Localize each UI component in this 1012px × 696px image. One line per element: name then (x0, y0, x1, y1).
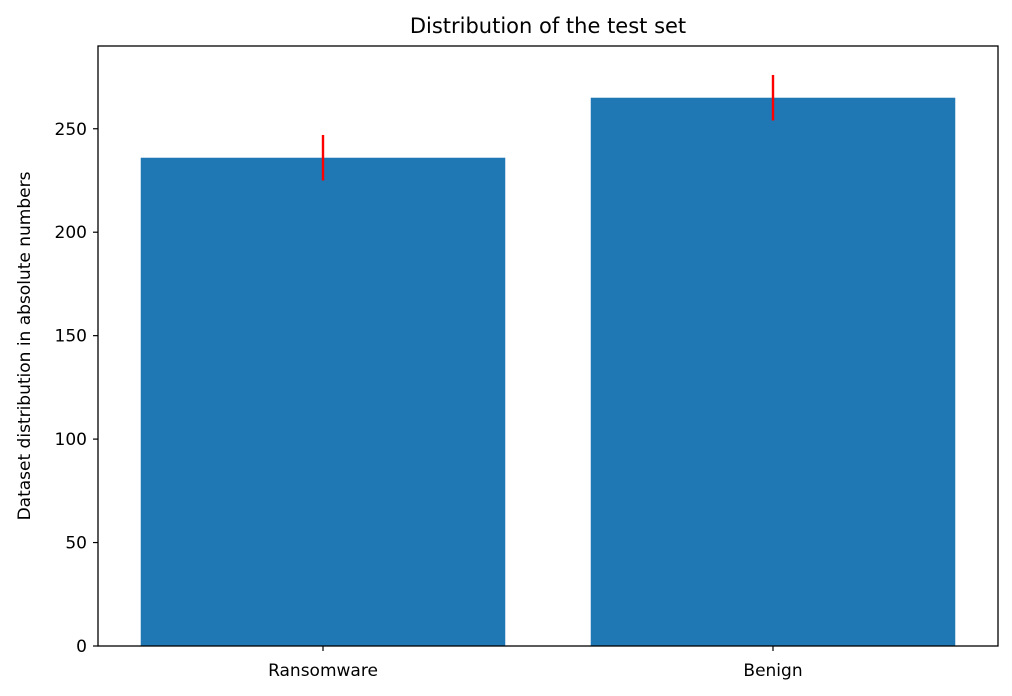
chart-title: Distribution of the test set (410, 14, 686, 38)
y-tick-label: 50 (65, 534, 87, 554)
plot-frame (97, 45, 999, 647)
error-bars-layer (321, 74, 775, 181)
y-tick-label: 150 (55, 327, 87, 347)
y-tick-label: 100 (55, 430, 87, 450)
y-axis-label: Dataset distribution in absolute numbers (15, 171, 35, 520)
bars-layer (140, 97, 956, 647)
y-tick-label: 0 (76, 637, 87, 657)
bar-benign (590, 97, 956, 647)
y-tick-label: 200 (55, 223, 87, 243)
y-tick-label: 250 (55, 120, 87, 140)
x-axis-ticks: Ransomware Benign (268, 646, 803, 681)
bar-ransomware (140, 157, 506, 647)
x-tick-label: Benign (743, 661, 802, 681)
y-axis-ticks: 0 50 100 150 200 250 (55, 120, 98, 657)
x-tick-label: Ransomware (268, 661, 378, 681)
